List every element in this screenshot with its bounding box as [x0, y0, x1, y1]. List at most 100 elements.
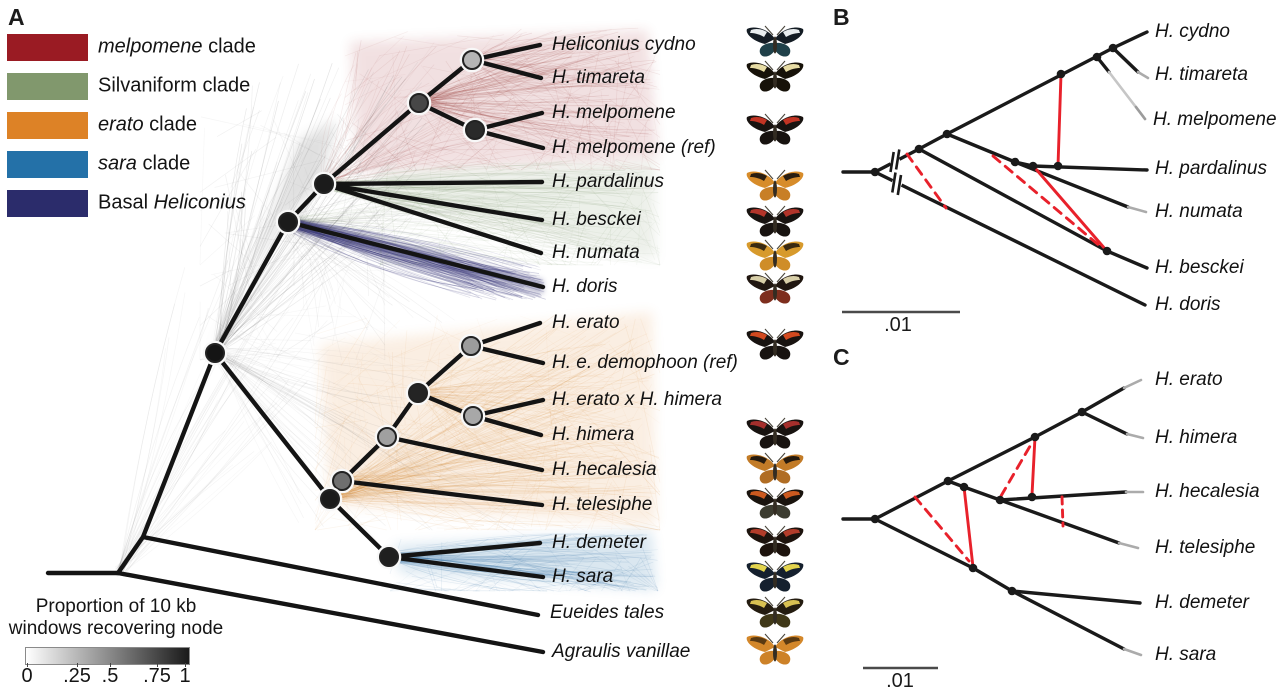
faded-tips-c: [1117, 378, 1145, 657]
butterfly-heliconius-cydno: [746, 25, 804, 57]
panel-label-b: B: [833, 4, 850, 30]
taxon-label-h-besckei: H. besckei: [552, 209, 641, 230]
butterfly-h-erato-demophoon: [746, 328, 804, 360]
colorbar-gradient: [25, 647, 190, 665]
colorbar-tick-label: .75: [143, 665, 171, 687]
introgression-edges-b: [905, 72, 1108, 252]
branch-break-marks: [888, 149, 904, 196]
butterfly-h-pardalinus: [746, 169, 804, 201]
butterfly-h-hecalesia: [746, 452, 804, 484]
support-node-halo: [458, 333, 484, 359]
butterfly-eueides-tales: [746, 596, 804, 628]
taxon-label-h-erato: H. erato: [552, 312, 620, 333]
legend-label: Silvaniform clade: [98, 74, 251, 97]
legend-label: melpomene clade: [98, 35, 256, 58]
butterfly-h-telesiphe: [746, 487, 804, 519]
colorbar-tick-label: .25: [63, 665, 91, 687]
taxon-label-b-besckei: H. besckei: [1155, 257, 1244, 278]
colorbar-tick: [110, 663, 111, 667]
butterfly-h-melpomene: [746, 113, 804, 145]
panel-label-a: A: [8, 4, 25, 30]
colorbar-tick: [157, 663, 158, 667]
branch-agraulis: [115, 570, 546, 655]
legend-label: Basal Heliconius: [98, 191, 246, 214]
support-node: [409, 93, 429, 113]
colorbar-title-line1: Proportion of 10 kb: [35, 596, 197, 617]
legend-swatch-sara: [7, 151, 88, 178]
support-node: [461, 336, 481, 356]
support-node: [462, 50, 482, 70]
support-node-halo: [405, 380, 431, 406]
legend-swatch-basal: [7, 190, 88, 217]
colorbar-tick-label: .5: [101, 665, 119, 687]
colorbar-tick-label: 0: [21, 665, 33, 687]
butterfly-h-himera: [746, 417, 804, 449]
tree-c: [841, 378, 1145, 670]
introgression-edges-c: [913, 435, 1065, 569]
support-node-halo: [406, 90, 432, 116]
branch-pardalinus: [321, 179, 545, 187]
branch-demophoon: [468, 343, 546, 366]
butterfly-h-besckei: [746, 205, 804, 237]
support-node: [278, 212, 298, 232]
faded-tips-b: [1107, 70, 1150, 214]
taxon-label-h-doris: H. doris: [552, 276, 618, 297]
branch-to-erato-clade: [212, 350, 333, 502]
taxon-label-c-sara: H. sara: [1155, 644, 1217, 665]
taxon-label-b-doris: H. doris: [1155, 294, 1221, 315]
tree-b-nodes: [870, 43, 1118, 256]
taxon-label-h-telesiphe: H. telesiphe: [552, 494, 653, 515]
support-node: [463, 406, 483, 426]
legend-label: sara clade: [98, 152, 191, 175]
support-node: [379, 547, 399, 567]
taxon-label-heliconius-cydno: Heliconius cydno: [552, 34, 696, 55]
support-node: [314, 174, 334, 194]
branch-doris: [285, 219, 546, 290]
branch-besckei: [321, 181, 545, 223]
support-node: [465, 120, 485, 140]
taxon-label-b-cydno: H. cydno: [1155, 21, 1230, 42]
taxon-label-h-demeter: H. demeter: [552, 532, 646, 553]
support-node: [205, 343, 225, 363]
support-node-halo: [329, 468, 355, 494]
scale-bar-label-c: .01: [886, 670, 914, 690]
support-node: [377, 427, 397, 447]
colorbar-tick-label: 1: [179, 665, 191, 687]
colorbar-tick: [77, 663, 78, 667]
branch-sara: [386, 554, 546, 580]
butterfly-h-demeter: [746, 525, 804, 557]
butterfly-h-doris: [746, 272, 804, 304]
taxon-label-h-melpomene: H. melpomene: [552, 102, 676, 123]
support-node-halo: [202, 340, 228, 366]
butterfly-h-sara: [746, 560, 804, 592]
taxon-label-c-hecalesia: H. hecalesia: [1155, 481, 1260, 502]
taxon-label-h-erato-x-himera: H. erato x H. himera: [552, 389, 722, 410]
taxon-label-agraulis-vanillae: Agraulis vanillae: [552, 641, 691, 662]
scale-bar-label-b: .01: [884, 314, 912, 336]
taxon-label-h-timareta: H. timareta: [552, 67, 645, 88]
taxon-label-h-sara: H. sara: [552, 566, 614, 587]
taxon-label-h-numata: H. numata: [552, 242, 640, 263]
taxon-label-h-melpomene-ref: H. melpomene (ref): [552, 137, 716, 158]
support-node: [320, 489, 340, 509]
support-node-halo: [462, 117, 488, 143]
taxon-label-b-pardalinus: H. pardalinus: [1155, 158, 1267, 179]
taxon-label-b-timareta: H. timareta: [1155, 64, 1248, 85]
support-node-halo: [376, 544, 402, 570]
taxon-label-b-numata: H. numata: [1155, 201, 1243, 222]
branch-hecalesia: [384, 434, 545, 473]
legend-swatch-erato: [7, 112, 88, 139]
butterfly-h-timareta: [746, 60, 804, 92]
taxon-label-h-pardalinus: H. pardalinus: [552, 171, 664, 192]
colorbar-tick: [27, 663, 28, 667]
taxon-label-eueides-tales: Eueides tales: [550, 602, 665, 623]
support-node-halo: [459, 47, 485, 73]
taxon-label-h-hecalesia: H. hecalesia: [552, 459, 657, 480]
panel-label-c: C: [833, 344, 850, 370]
taxon-label-c-demeter: H. demeter: [1155, 592, 1249, 613]
taxon-label-c-erato: H. erato: [1155, 369, 1223, 390]
branch-numata: [321, 181, 544, 256]
butterfly-agraulis-vanillae: [746, 633, 804, 665]
